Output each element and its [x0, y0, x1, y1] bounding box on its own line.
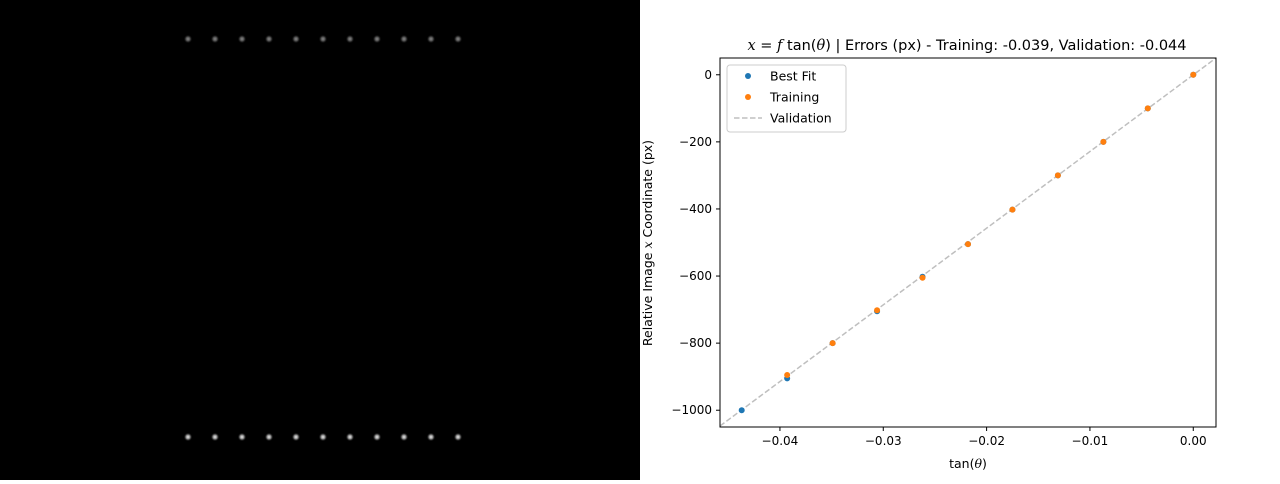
training-point	[919, 274, 926, 281]
bottom-row-spot	[291, 432, 301, 442]
top-row-spot	[426, 34, 436, 44]
bottom-row-spot	[264, 432, 274, 442]
top-row-spot	[183, 34, 193, 44]
x-tick-label: −0.02	[968, 434, 1005, 448]
training-point	[1009, 206, 1016, 213]
legend-label-validation: Validation	[770, 111, 832, 126]
training-point	[784, 372, 791, 379]
training-point	[1100, 138, 1107, 145]
bottom-row-spot	[237, 432, 247, 442]
bottom-row-spot	[183, 432, 193, 442]
legend-box	[726, 64, 847, 133]
y-axis-label: Relative Image x Coordinate (px)	[640, 140, 655, 346]
bottom-row-spot	[453, 432, 463, 442]
bottom-row-spot	[345, 432, 355, 442]
x-tick-label: −0.04	[762, 434, 799, 448]
top-row-spot	[210, 34, 220, 44]
training-point	[1190, 71, 1197, 78]
x-axis-label: tan(θ)	[949, 456, 987, 471]
spot-image	[183, 34, 463, 442]
top-row-spot	[399, 34, 409, 44]
top-row-spot	[318, 34, 328, 44]
bottom-row-spot	[399, 432, 409, 442]
y-tick-label: −800	[679, 336, 712, 350]
legend-label-best-fit: Best Fit	[770, 69, 816, 84]
top-row-spot	[372, 34, 382, 44]
x-tick-label: −0.01	[1072, 434, 1109, 448]
y-tick-label: −1000	[671, 403, 712, 417]
bottom-row-spot	[210, 432, 220, 442]
legend-marker-training	[745, 94, 751, 100]
chart-panel: x = f tan(θ) | Errors (px) - Training: -…	[640, 0, 1280, 480]
bottom-row-spot	[372, 432, 382, 442]
spot-image-panel	[0, 0, 640, 480]
y-tick-label: 0	[704, 68, 712, 82]
chart-legend: Best Fit Training Validation	[726, 64, 847, 133]
chart-title: x = f tan(θ) | Errors (px) - Training: -…	[747, 38, 1186, 54]
training-point	[1054, 172, 1061, 179]
training-point	[965, 241, 971, 248]
training-point	[874, 307, 881, 314]
top-row-spot	[237, 34, 247, 44]
x-axis-ticks: −0.04 −0.03 −0.02 −0.01 0.00	[762, 427, 1207, 448]
top-row-spot	[453, 34, 463, 44]
y-axis-ticks: 0 −200 −400 −600 −800 −1000	[671, 68, 720, 417]
best-fit-point	[738, 407, 745, 414]
scatter-chart: x = f tan(θ) | Errors (px) - Training: -…	[640, 38, 1217, 471]
y-tick-label: −400	[679, 202, 712, 216]
y-tick-label: −200	[679, 135, 712, 149]
bottom-row-spot	[318, 432, 328, 442]
y-tick-label: −600	[679, 269, 712, 283]
top-row-spot	[345, 34, 355, 44]
plot-area-frame	[719, 57, 1217, 428]
spot-grid	[183, 34, 463, 442]
bottom-row-spot	[426, 432, 436, 442]
x-tick-label: −0.03	[865, 434, 902, 448]
top-row-spot	[264, 34, 274, 44]
training-point	[829, 340, 836, 347]
x-tick-label: 0.00	[1180, 434, 1207, 448]
top-row-spot	[291, 34, 301, 44]
legend-marker-best-fit	[745, 73, 751, 79]
training-point	[1144, 105, 1151, 112]
data-point-layer	[738, 71, 1197, 414]
legend-label-training: Training	[769, 90, 819, 105]
